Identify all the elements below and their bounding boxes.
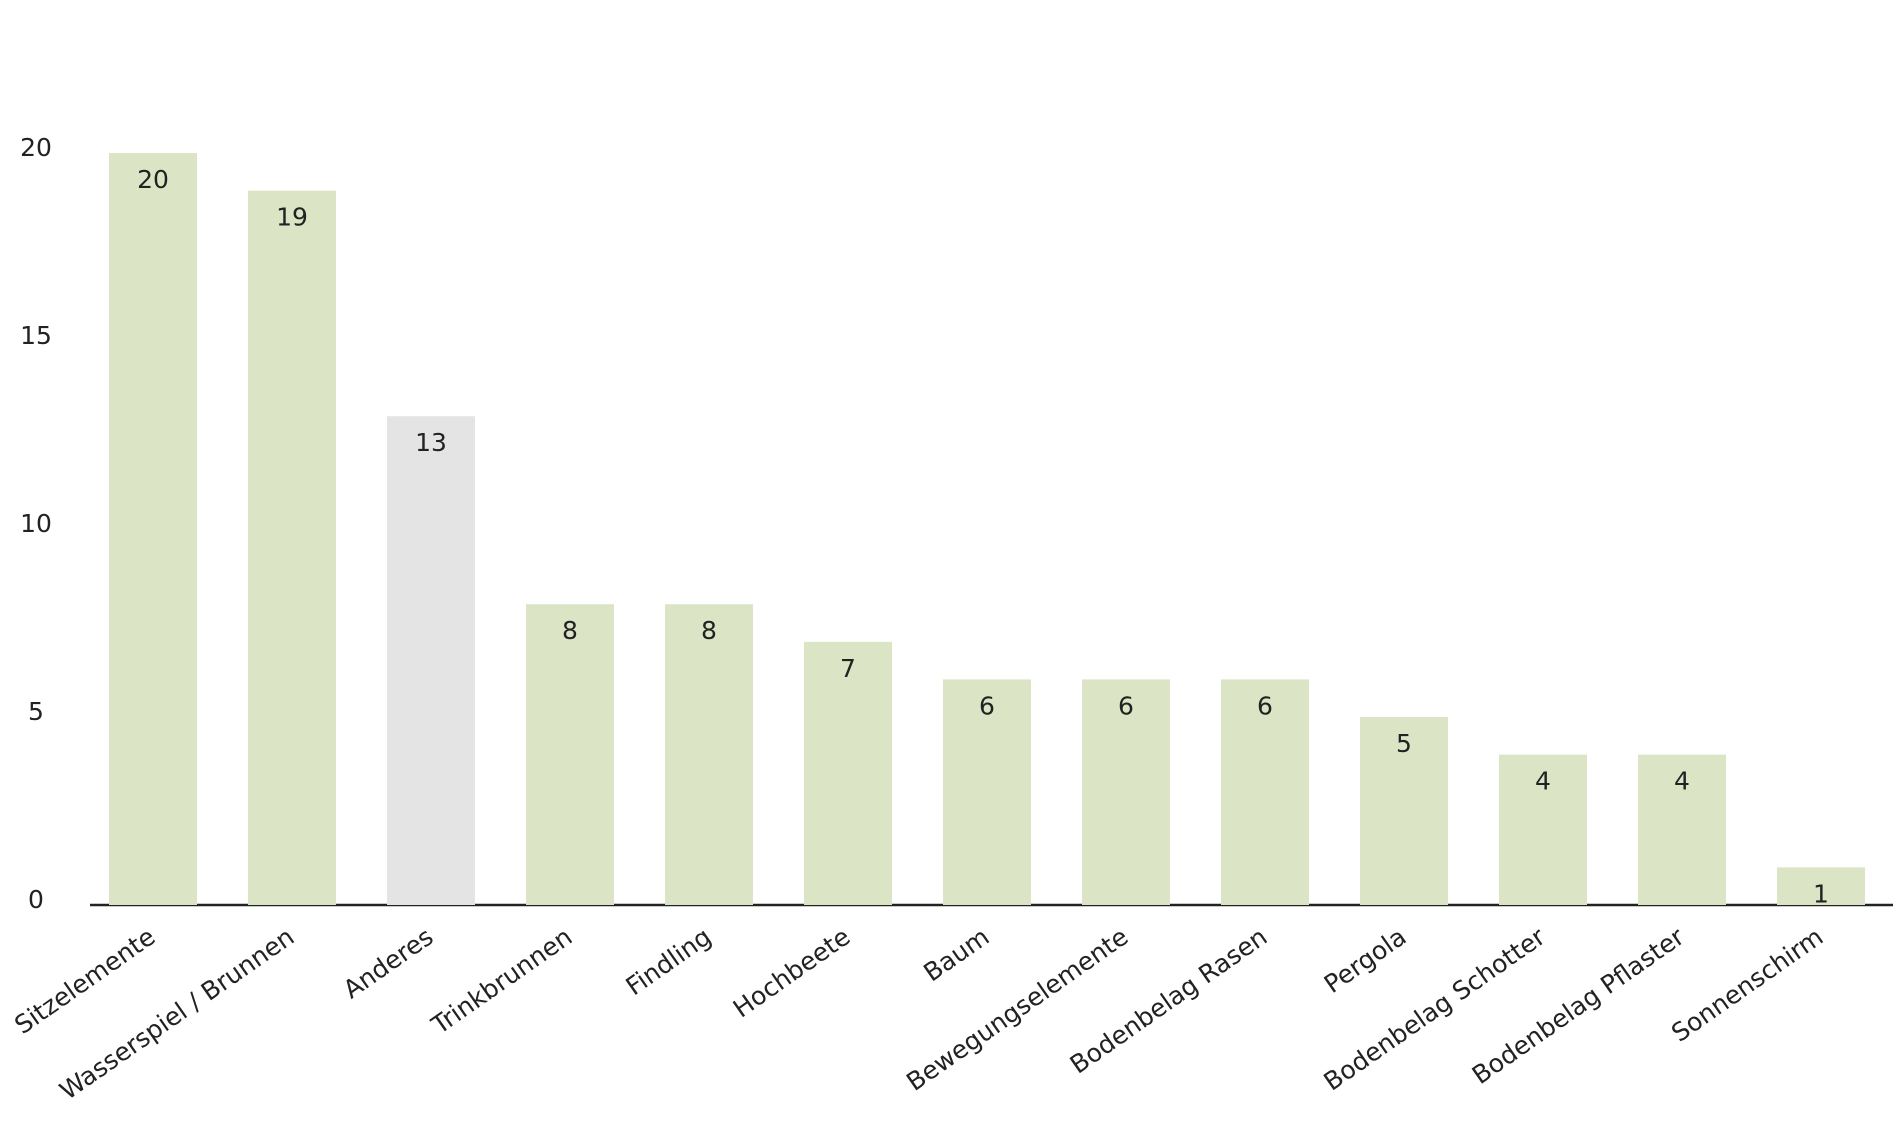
value-label: 4 bbox=[1674, 767, 1690, 796]
x-tick-label: Sonnenschirm bbox=[1666, 922, 1828, 1048]
x-tick-label: Hochbeete bbox=[728, 922, 856, 1023]
value-label: 8 bbox=[701, 616, 717, 645]
x-tick-label: Wasserspiel / Brunnen bbox=[54, 922, 299, 1106]
bar bbox=[1499, 754, 1587, 905]
value-label: 5 bbox=[1396, 729, 1412, 758]
bar bbox=[1360, 717, 1448, 905]
bar bbox=[387, 416, 475, 905]
bar bbox=[526, 604, 614, 905]
value-label: 7 bbox=[840, 654, 856, 683]
x-tick-label: Sitzelemente bbox=[9, 922, 160, 1040]
y-tick-label: 10 bbox=[20, 509, 52, 538]
value-label: 6 bbox=[979, 691, 995, 720]
y-tick-label: 15 bbox=[20, 321, 52, 350]
value-label: 8 bbox=[562, 616, 578, 645]
y-tick-label: 20 bbox=[20, 133, 52, 162]
value-label: 19 bbox=[276, 203, 308, 232]
bar bbox=[109, 153, 197, 905]
x-tick-label: Bewegungselemente bbox=[901, 922, 1133, 1097]
bar bbox=[1082, 679, 1170, 905]
bar bbox=[943, 679, 1031, 905]
x-tick-label: Findling bbox=[621, 922, 717, 1001]
x-tick-label: Trinkbrunnen bbox=[426, 922, 578, 1040]
x-tick-label: Baum bbox=[918, 922, 994, 987]
value-label: 4 bbox=[1535, 767, 1551, 796]
bar bbox=[1777, 867, 1865, 905]
bar bbox=[804, 641, 892, 905]
bar bbox=[1221, 679, 1309, 905]
bar bbox=[1638, 754, 1726, 905]
y-tick-label: 5 bbox=[28, 697, 44, 726]
value-label: 6 bbox=[1118, 691, 1134, 720]
x-tick-label: Pergola bbox=[1319, 922, 1412, 999]
x-tick-label: Anderes bbox=[338, 922, 438, 1004]
value-label: 1 bbox=[1813, 879, 1829, 908]
y-tick-label: 0 bbox=[28, 885, 44, 914]
value-label: 20 bbox=[137, 165, 169, 194]
x-tick-label: Bodenbelag Schotter bbox=[1318, 921, 1551, 1096]
value-label: 13 bbox=[415, 428, 447, 457]
value-label: 6 bbox=[1257, 691, 1273, 720]
bar bbox=[248, 190, 336, 906]
bar bbox=[665, 604, 753, 905]
